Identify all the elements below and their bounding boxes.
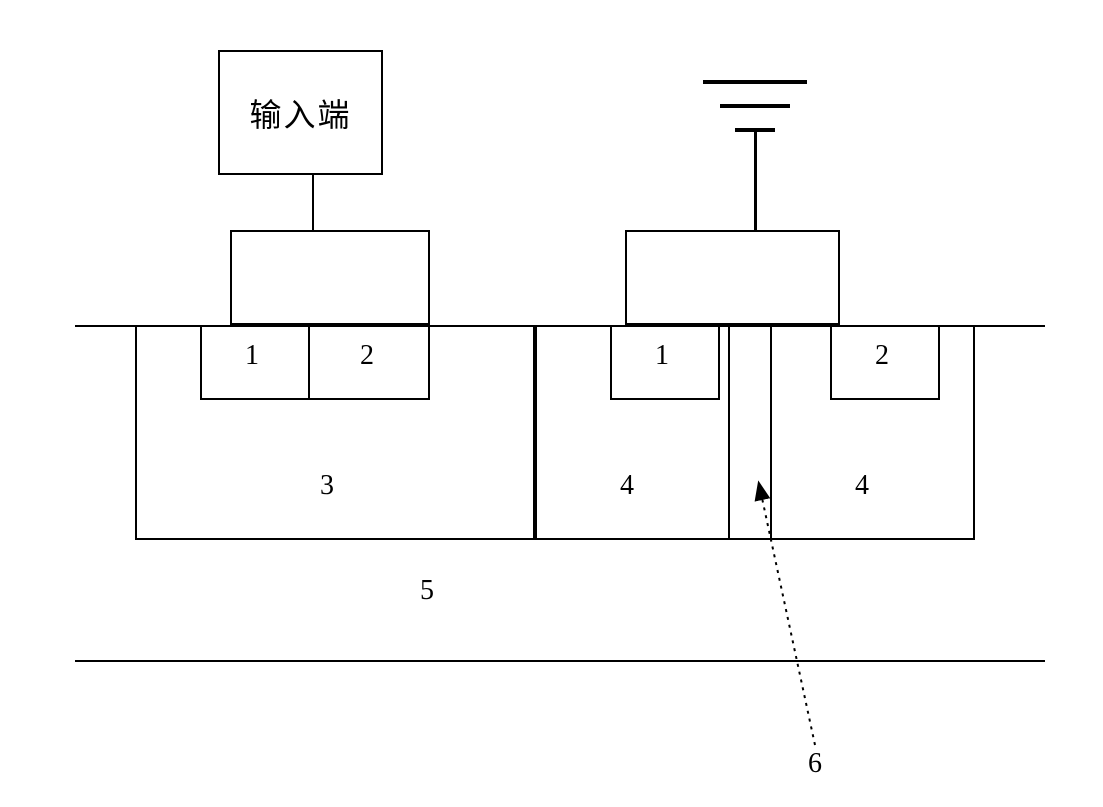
left-well-3-label: 3 <box>320 470 334 502</box>
bottom-substrate-line <box>75 660 1045 662</box>
left-electrode <box>230 230 430 325</box>
left-well-3 <box>135 325 535 540</box>
right-well-4a-label: 4 <box>620 470 634 502</box>
right-center-strip <box>730 325 770 540</box>
right-electrode <box>625 230 840 325</box>
substrate-5-label: 5 <box>420 575 434 607</box>
callout-6-label: 6 <box>808 748 822 780</box>
input-terminal-label: 输入端 <box>249 90 351 136</box>
diagram-root: 输入端 1 2 3 1 2 4 4 5 6 <box>0 0 1103 807</box>
input-lead <box>312 175 314 230</box>
right-region-2-label: 2 <box>875 340 889 372</box>
right-region-1-label: 1 <box>655 340 669 372</box>
right-well-4b-label: 4 <box>855 470 869 502</box>
input-terminal-box: 输入端 <box>218 50 383 175</box>
